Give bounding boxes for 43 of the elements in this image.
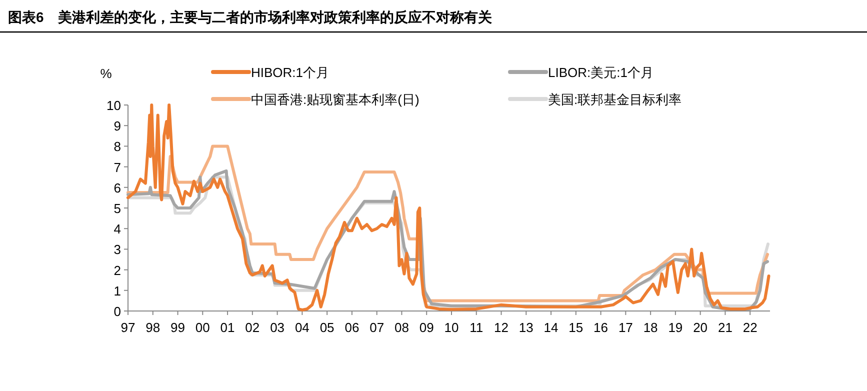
x-tick-label: 15 [568,320,584,335]
x-tick-label: 00 [195,320,210,335]
y-tick-label: 9 [114,118,121,134]
x-tick-label: 97 [120,320,136,335]
x-tick-label: 98 [146,320,160,335]
x-tick-label: 09 [419,320,434,335]
x-tick-label: 99 [170,320,185,335]
x-tick-label: 21 [718,320,732,335]
y-tick-label: 8 [114,139,121,154]
y-axis-title: % [100,66,112,81]
x-tick-label: 01 [220,320,235,335]
legend-label: 美国:联邦基金目标利率 [548,92,682,107]
x-tick-label: 10 [444,320,459,335]
y-tick-label: 6 [114,180,121,196]
x-tick-label: 05 [320,320,334,335]
x-tick-label: 17 [618,320,633,335]
x-tick-label: 12 [494,320,508,335]
y-tick-label: 2 [114,262,121,278]
x-tick-label: 11 [470,320,484,335]
x-tick-label: 02 [245,320,260,335]
y-tick-label: 0 [114,304,121,319]
x-tick-label: 06 [344,320,360,335]
x-tick-label: 03 [270,320,285,335]
x-tick-label: 19 [668,320,683,335]
x-tick-label: 18 [643,320,658,335]
x-tick-label: 20 [693,320,708,335]
x-tick-label: 08 [394,320,409,335]
legend-label: LIBOR:美元:1个月 [548,65,654,80]
x-tick-label: 16 [594,320,608,335]
y-tick-label: 5 [114,201,121,216]
x-tick-label: 22 [742,320,758,335]
legend-label: 中国香港:贴现窗基本利率(日) [251,92,420,107]
x-tick-label: 04 [294,320,310,335]
x-tick-label: 13 [518,320,534,335]
y-tick-label: 4 [114,222,121,237]
y-tick-label: 7 [114,160,121,175]
legend-label: HIBOR:1个月 [251,65,330,80]
y-tick-label: 1 [114,283,121,298]
x-tick-label: 14 [544,320,558,335]
y-tick-label: 3 [114,242,121,258]
chart-title: 图表6 美港利差的变化，主要与二者的市场利率对政策利率的反应不对称有关 [8,9,492,25]
x-tick-label: 07 [370,320,384,335]
y-tick-label: 10 [106,98,121,113]
